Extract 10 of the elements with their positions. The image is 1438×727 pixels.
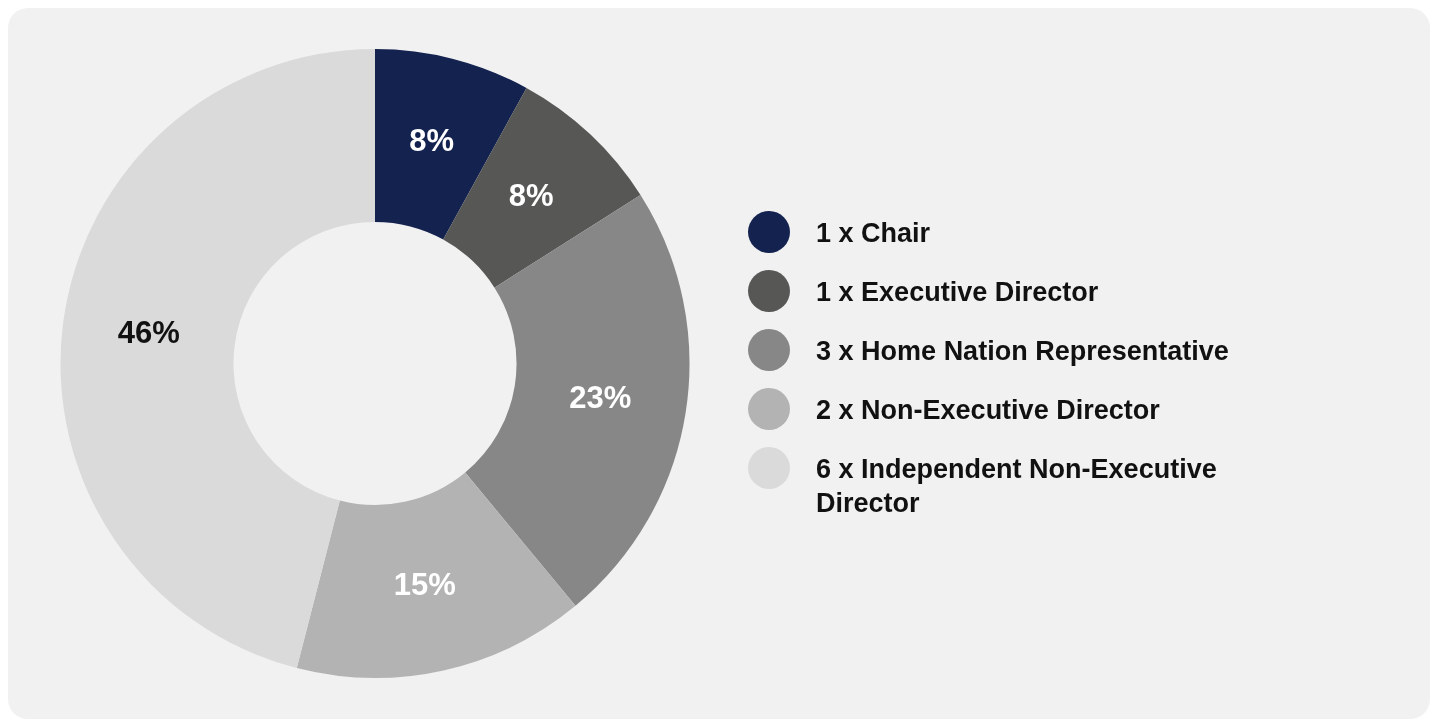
legend-label: 2 x Non-Executive Director (816, 394, 1160, 425)
legend-label: 1 x Executive Director (816, 276, 1099, 307)
data-label: 23% (569, 379, 632, 415)
data-label: 8% (409, 123, 455, 159)
category-label: 6 x Independent Non-Executive Director (816, 453, 1217, 518)
legend-label: 1 x Chair (816, 217, 931, 248)
data-label: 46% (117, 315, 180, 351)
data-label: 8% (508, 177, 554, 213)
data-label: 15% (393, 566, 456, 602)
legend-label: 3 x Home Nation Representative (816, 335, 1229, 366)
